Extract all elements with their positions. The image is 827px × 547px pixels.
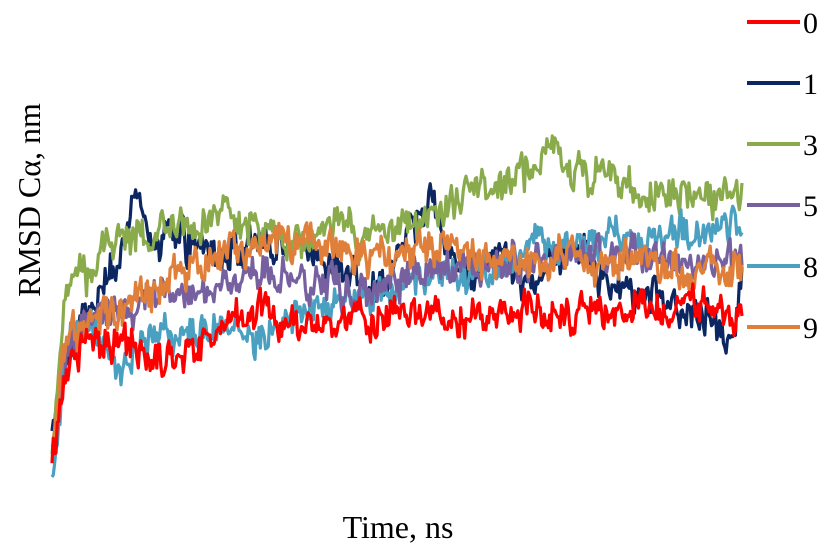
- legend-label-5: 5: [803, 190, 818, 223]
- legend: 0 1 3 5 8 9: [747, 7, 818, 345]
- plot-series-group: [52, 136, 742, 477]
- legend-label-8: 8: [803, 251, 818, 284]
- x-axis-label: Time, ns: [343, 509, 454, 545]
- legend-label-9: 9: [803, 312, 818, 345]
- series-line-0: [52, 284, 742, 463]
- y-axis-label: RMSD Cα, nm: [11, 103, 47, 297]
- legend-label-1: 1: [803, 68, 818, 101]
- legend-label-0: 0: [803, 7, 818, 40]
- legend-label-3: 3: [803, 129, 818, 162]
